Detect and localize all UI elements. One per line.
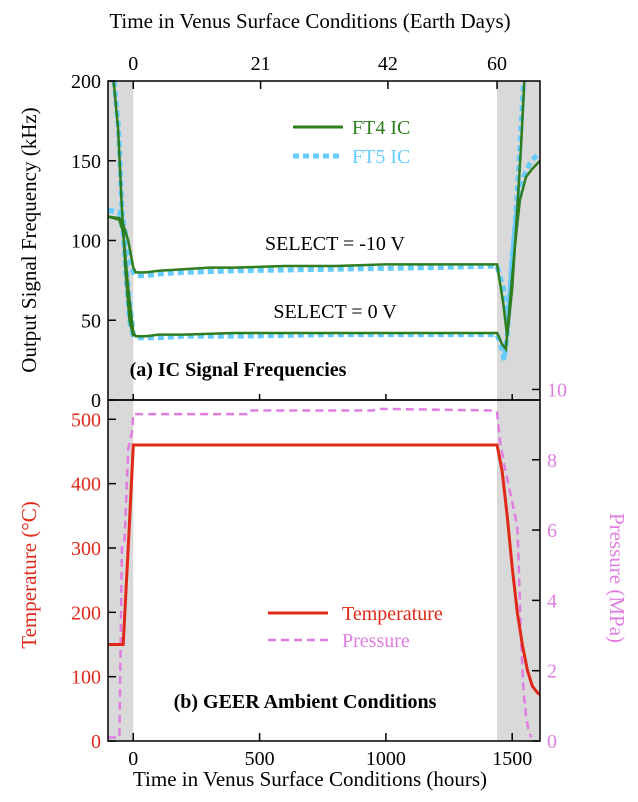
panel-a-ytick-label: 150 <box>71 151 101 173</box>
panel-b-y2tick-label: 10 <box>547 379 567 401</box>
legend-panel-a: FT4 IC FT5 IC <box>293 117 410 168</box>
panel-b-ytick-label: 200 <box>71 602 101 624</box>
temperature-line <box>108 443 540 696</box>
bottom-xtick-label: 1000 <box>366 748 406 770</box>
panel-b-ytick-label: 0 <box>91 731 101 753</box>
legend-label-ft5: FT5 IC <box>352 146 410 168</box>
panel-a-ytick-label: 0 <box>91 390 101 412</box>
bottom-xtick-label: 1500 <box>492 748 532 770</box>
panel-b-y2tick-label: 2 <box>547 661 557 683</box>
panel-b-y2label: Pressure (MPa) <box>605 513 629 643</box>
annotation-select-minus10: SELECT = -10 V <box>265 233 406 255</box>
panel-a-ylabel: Output Signal Frequency (kHz) <box>17 107 41 372</box>
panel-a-ytick-label: 50 <box>81 310 101 332</box>
ft4-ic-line-1 <box>108 159 540 353</box>
panel-b-frame <box>107 399 541 742</box>
legend-panel-b: Temperature Pressure <box>268 603 443 652</box>
bottom-xtick-label: 500 <box>245 748 275 770</box>
panel-b-ytick-label: 300 <box>71 538 101 560</box>
panel-b-ytick-label: 400 <box>71 474 101 496</box>
panel-b-series <box>108 407 540 739</box>
panel-b-label: (b) GEER Ambient Conditions <box>174 691 437 713</box>
ft4-ic-line-0 <box>108 81 526 337</box>
top-axis-tick-label: 60 <box>487 53 507 75</box>
panel-b-ytick-label: 500 <box>71 409 101 431</box>
shaded-regions <box>108 81 540 741</box>
annotation-select-0: SELECT = 0 V <box>273 301 397 323</box>
top-axis-label: Time in Venus Surface Conditions (Earth … <box>109 9 510 33</box>
panel-a-ytick-label: 200 <box>71 71 101 93</box>
panel-a-label: (a) IC Signal Frequencies <box>130 359 347 381</box>
legend-label-ft4: FT4 IC <box>352 117 410 139</box>
panel-a-ytick-label: 100 <box>71 231 101 253</box>
panel-b-ylabel: Temperature (°C) <box>17 501 41 648</box>
legend-label-pressure: Pressure <box>342 630 410 652</box>
top-axis-tick-label: 21 <box>251 53 271 75</box>
top-axis-tick-label: 42 <box>378 53 398 75</box>
top-axis-tick-label: 0 <box>128 53 138 75</box>
panel-b-y2tick-label: 8 <box>547 450 557 472</box>
panel-b-ytick-label: 100 <box>71 667 101 689</box>
ft4-ic-line-2 <box>112 81 135 337</box>
bottom-axis-label: Time in Venus Surface Conditions (hours) <box>133 767 487 791</box>
bottom-xtick-label: 0 <box>128 748 138 770</box>
panel-b-y2tick-label: 4 <box>547 590 557 612</box>
panel-b-y2tick-label: 6 <box>547 520 557 542</box>
ft5-ic-line-1 <box>108 150 540 361</box>
pressure-line <box>108 407 533 739</box>
data-series <box>108 81 540 739</box>
panel-a-series <box>108 81 540 361</box>
legend-label-temperature: Temperature <box>342 603 443 625</box>
panel-b-y2tick-label: 0 <box>547 731 557 753</box>
ft5-ic-line-0 <box>108 81 527 329</box>
